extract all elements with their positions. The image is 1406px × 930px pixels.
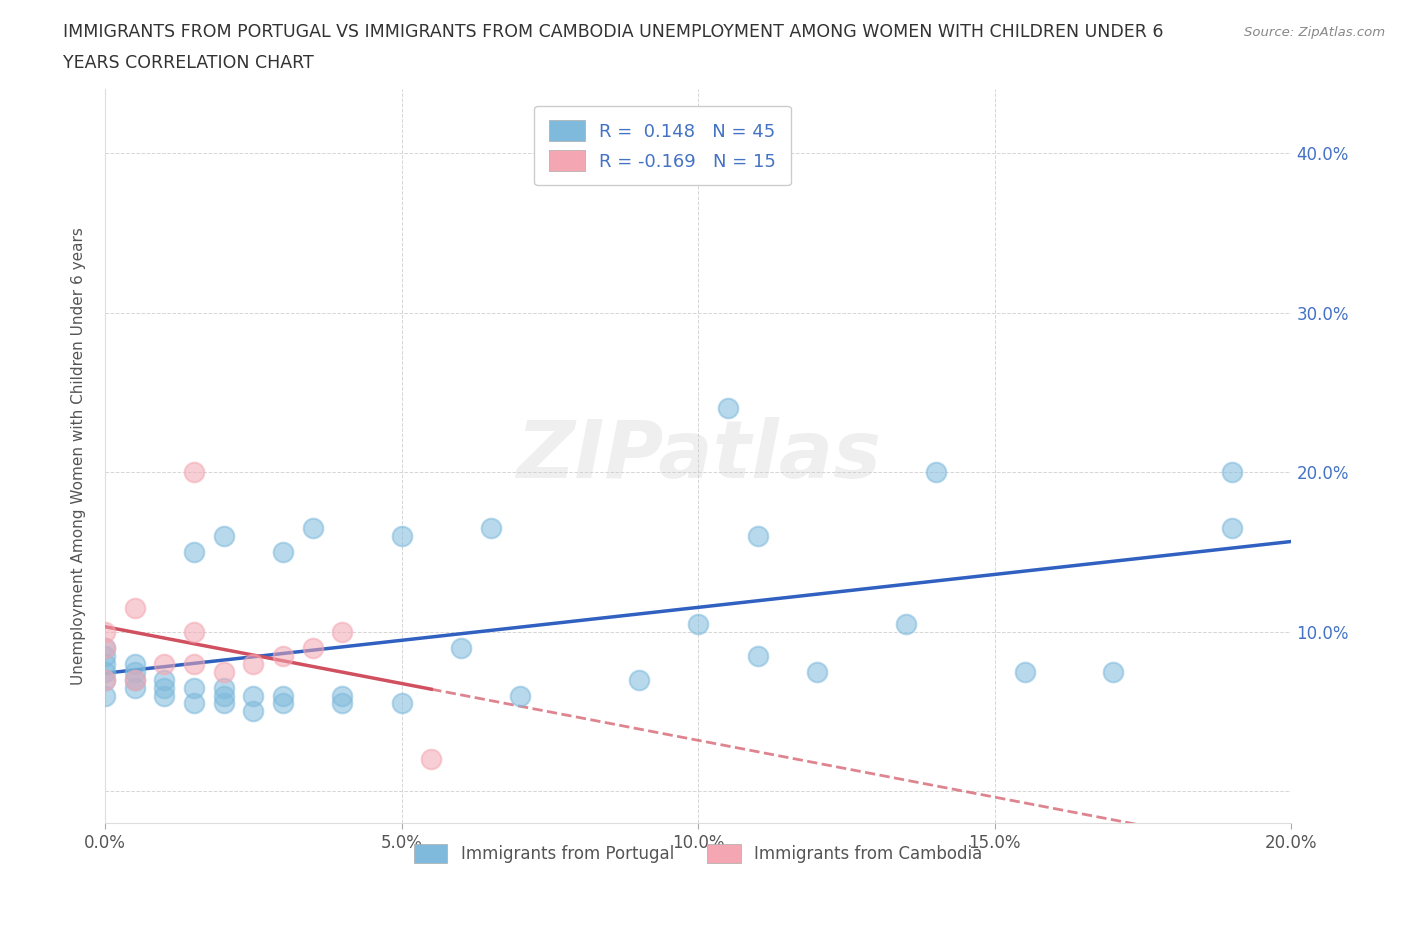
Point <box>124 657 146 671</box>
Text: Source: ZipAtlas.com: Source: ZipAtlas.com <box>1244 26 1385 39</box>
Point <box>806 664 828 679</box>
Point <box>330 624 353 639</box>
Point <box>94 624 117 639</box>
Point <box>183 545 205 560</box>
Point <box>688 617 710 631</box>
Point <box>94 648 117 663</box>
Point <box>124 672 146 687</box>
Point <box>94 640 117 655</box>
Point <box>242 657 264 671</box>
Point <box>450 640 472 655</box>
Point <box>124 664 146 679</box>
Point <box>271 696 294 711</box>
Point <box>212 696 235 711</box>
Point <box>183 680 205 695</box>
Point <box>183 624 205 639</box>
Point <box>479 521 502 536</box>
Point <box>242 688 264 703</box>
Point <box>242 704 264 719</box>
Point <box>1102 664 1125 679</box>
Legend: Immigrants from Portugal, Immigrants from Cambodia: Immigrants from Portugal, Immigrants fro… <box>408 837 988 870</box>
Point <box>391 528 413 543</box>
Point <box>271 545 294 560</box>
Point <box>747 528 769 543</box>
Point <box>301 521 323 536</box>
Point <box>153 672 176 687</box>
Point <box>301 640 323 655</box>
Point <box>153 688 176 703</box>
Point <box>924 465 946 480</box>
Point <box>747 648 769 663</box>
Point <box>212 664 235 679</box>
Point <box>124 601 146 616</box>
Point <box>153 657 176 671</box>
Point <box>420 751 443 766</box>
Point <box>212 528 235 543</box>
Point <box>124 672 146 687</box>
Point <box>212 680 235 695</box>
Point <box>627 672 650 687</box>
Point <box>894 617 917 631</box>
Point <box>330 696 353 711</box>
Point <box>212 688 235 703</box>
Point <box>94 672 117 687</box>
Point <box>717 401 740 416</box>
Y-axis label: Unemployment Among Women with Children Under 6 years: Unemployment Among Women with Children U… <box>72 227 86 685</box>
Point <box>330 688 353 703</box>
Point <box>1014 664 1036 679</box>
Point <box>509 688 531 703</box>
Text: IMMIGRANTS FROM PORTUGAL VS IMMIGRANTS FROM CAMBODIA UNEMPLOYMENT AMONG WOMEN WI: IMMIGRANTS FROM PORTUGAL VS IMMIGRANTS F… <box>63 23 1164 41</box>
Point <box>94 672 117 687</box>
Point <box>94 640 117 655</box>
Text: ZIPatlas: ZIPatlas <box>516 418 880 496</box>
Point <box>124 680 146 695</box>
Point <box>183 465 205 480</box>
Point <box>1220 465 1243 480</box>
Point <box>94 688 117 703</box>
Point <box>94 657 117 671</box>
Point <box>94 664 117 679</box>
Text: YEARS CORRELATION CHART: YEARS CORRELATION CHART <box>63 54 314 72</box>
Point <box>271 648 294 663</box>
Point <box>1220 521 1243 536</box>
Point <box>183 657 205 671</box>
Point <box>153 680 176 695</box>
Point <box>271 688 294 703</box>
Point <box>391 696 413 711</box>
Point <box>183 696 205 711</box>
